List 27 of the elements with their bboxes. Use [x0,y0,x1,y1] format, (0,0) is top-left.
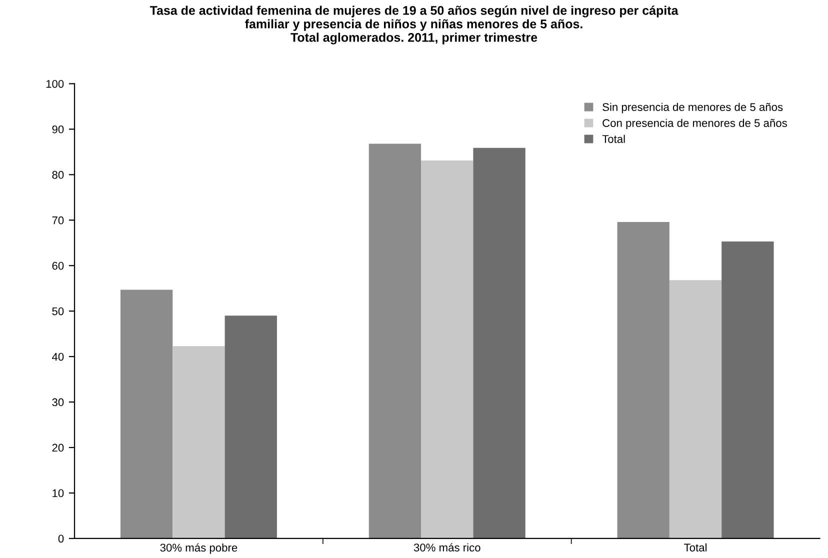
y-tick-label: 90 [52,125,64,134]
bar [473,148,526,538]
bar [722,242,774,538]
bar [172,346,225,538]
chart-title: Tasa de actividad femenina de mujeres de 19 a 50 años según nivel de ingreso per cápita familiar y presencia de niños y niñas menores de 5 años. Total aglomerados. 2011, primer trimestre [150,6,678,44]
y-tick-label: 50 [52,307,64,316]
bar [368,144,422,538]
bar [617,222,670,538]
bar [669,280,722,538]
y-tick-label: 70 [52,216,64,224]
legend-label: Con presencia de menores de 5 años [602,118,787,130]
x-tick-label: 30% más pobre [160,543,238,554]
y-tick-label: 60 [52,262,64,270]
y-tick-label: 20 [52,444,64,452]
x-tick-label: 30% más rico [414,543,480,552]
y-tick-label: 30 [52,398,64,406]
y-tick-label: 10 [52,489,64,498]
y-tick-label: 40 [52,352,64,361]
bar [224,316,277,538]
legend-label: Sin presencia de menores de 5 años [602,102,783,114]
y-tick-label: 0 [58,534,64,543]
x-tick-label: Total [684,543,707,552]
bar [120,290,173,538]
legend-label: Total [602,134,625,143]
y-tick-label: 80 [52,170,64,179]
y-tick-label: 100 [46,80,64,88]
bar [421,160,474,538]
